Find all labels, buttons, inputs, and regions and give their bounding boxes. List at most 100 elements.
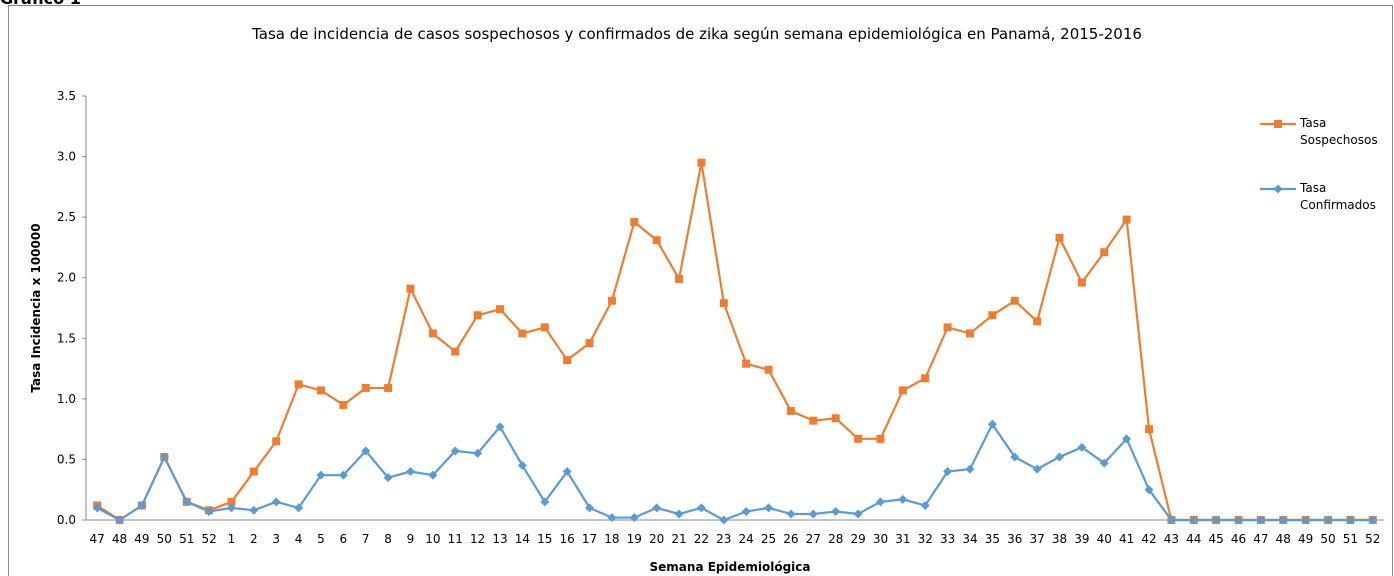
marker bbox=[607, 296, 616, 305]
marker bbox=[652, 503, 662, 513]
x-tick-label: 15 bbox=[537, 532, 552, 546]
x-tick-label: 4 bbox=[295, 532, 303, 546]
marker bbox=[383, 473, 393, 483]
marker bbox=[607, 513, 617, 523]
marker bbox=[361, 446, 371, 456]
marker bbox=[831, 414, 840, 423]
marker bbox=[1166, 515, 1176, 525]
marker bbox=[294, 380, 303, 389]
marker bbox=[1144, 485, 1154, 495]
y-tick-label: 3.5 bbox=[57, 89, 76, 103]
marker bbox=[451, 347, 460, 356]
x-tick-label: 38 bbox=[1052, 532, 1067, 546]
x-tick-label: 10 bbox=[425, 532, 440, 546]
marker bbox=[92, 503, 102, 513]
marker bbox=[406, 284, 415, 293]
marker bbox=[965, 329, 974, 338]
x-tick-label: 48 bbox=[1276, 532, 1291, 546]
marker bbox=[316, 386, 325, 395]
x-tick-label: 16 bbox=[560, 532, 575, 546]
marker bbox=[1368, 515, 1378, 525]
marker bbox=[719, 299, 728, 308]
marker bbox=[585, 503, 595, 513]
x-tick-label: 49 bbox=[134, 532, 149, 546]
marker bbox=[496, 305, 505, 314]
marker bbox=[540, 497, 550, 507]
marker bbox=[742, 359, 751, 368]
marker bbox=[1099, 458, 1109, 468]
x-tick-label: 47 bbox=[1253, 532, 1268, 546]
x-tick-label: 25 bbox=[761, 532, 776, 546]
y-tick-label: 3.0 bbox=[57, 150, 76, 164]
x-tick-label: 34 bbox=[962, 532, 977, 546]
marker bbox=[898, 386, 907, 395]
x-tick-label: 49 bbox=[1298, 532, 1313, 546]
marker bbox=[854, 434, 863, 443]
marker bbox=[137, 500, 147, 510]
marker bbox=[1256, 515, 1266, 525]
x-tick-label: 50 bbox=[157, 532, 172, 546]
marker bbox=[204, 507, 214, 517]
marker bbox=[809, 416, 818, 425]
x-tick-label: 47 bbox=[90, 532, 105, 546]
marker bbox=[517, 460, 527, 470]
marker bbox=[473, 448, 483, 458]
marker bbox=[294, 503, 304, 513]
x-tick-label: 32 bbox=[918, 532, 933, 546]
marker bbox=[115, 515, 125, 525]
x-tick-label: 30 bbox=[873, 532, 888, 546]
marker bbox=[406, 467, 415, 477]
marker bbox=[227, 497, 236, 506]
x-tick-label: 44 bbox=[1186, 532, 1201, 546]
x-tick-label: 7 bbox=[362, 532, 370, 546]
y-tick-label: 0.0 bbox=[57, 513, 76, 527]
legend-marker bbox=[1274, 120, 1282, 128]
marker bbox=[1077, 278, 1086, 287]
x-tick-label: 48 bbox=[112, 532, 127, 546]
x-tick-label: 27 bbox=[806, 532, 821, 546]
y-tick-label: 1.0 bbox=[57, 392, 76, 406]
marker bbox=[1301, 515, 1311, 525]
x-tick-label: 51 bbox=[1343, 532, 1358, 546]
marker bbox=[630, 217, 639, 226]
marker bbox=[786, 406, 795, 415]
x-tick-label: 31 bbox=[895, 532, 910, 546]
x-tick-label: 9 bbox=[407, 532, 415, 546]
marker bbox=[1032, 464, 1042, 474]
x-tick-label: 3 bbox=[272, 532, 280, 546]
marker bbox=[1122, 434, 1132, 444]
marker bbox=[563, 356, 572, 365]
y-tick-label: 1.5 bbox=[57, 331, 76, 345]
marker bbox=[271, 497, 281, 507]
marker bbox=[719, 515, 729, 525]
x-tick-label: 43 bbox=[1164, 532, 1179, 546]
x-tick-label: 6 bbox=[340, 532, 348, 546]
marker bbox=[1077, 442, 1087, 452]
marker bbox=[1100, 248, 1109, 257]
x-tick-label: 2 bbox=[250, 532, 258, 546]
y-axis-label: Tasa Incidencia x 100000 bbox=[29, 223, 43, 392]
x-tick-label: 50 bbox=[1320, 532, 1335, 546]
marker bbox=[540, 323, 549, 332]
marker bbox=[1345, 515, 1355, 525]
y-tick-label: 0.5 bbox=[57, 452, 76, 466]
marker bbox=[741, 507, 751, 517]
marker bbox=[428, 329, 437, 338]
marker bbox=[943, 323, 952, 332]
heading: Gráfico 1 bbox=[0, 0, 81, 8]
marker bbox=[831, 507, 841, 517]
marker bbox=[808, 509, 818, 519]
marker bbox=[920, 500, 930, 510]
marker bbox=[987, 419, 997, 429]
marker bbox=[898, 494, 908, 504]
marker bbox=[1010, 452, 1020, 462]
marker bbox=[921, 374, 930, 383]
marker bbox=[696, 503, 706, 513]
marker bbox=[1145, 425, 1154, 434]
marker bbox=[562, 467, 572, 477]
legend-label: Tasa Sospechosos bbox=[1300, 116, 1378, 147]
x-tick-label: 8 bbox=[384, 532, 392, 546]
x-tick-label: 5 bbox=[317, 532, 325, 546]
